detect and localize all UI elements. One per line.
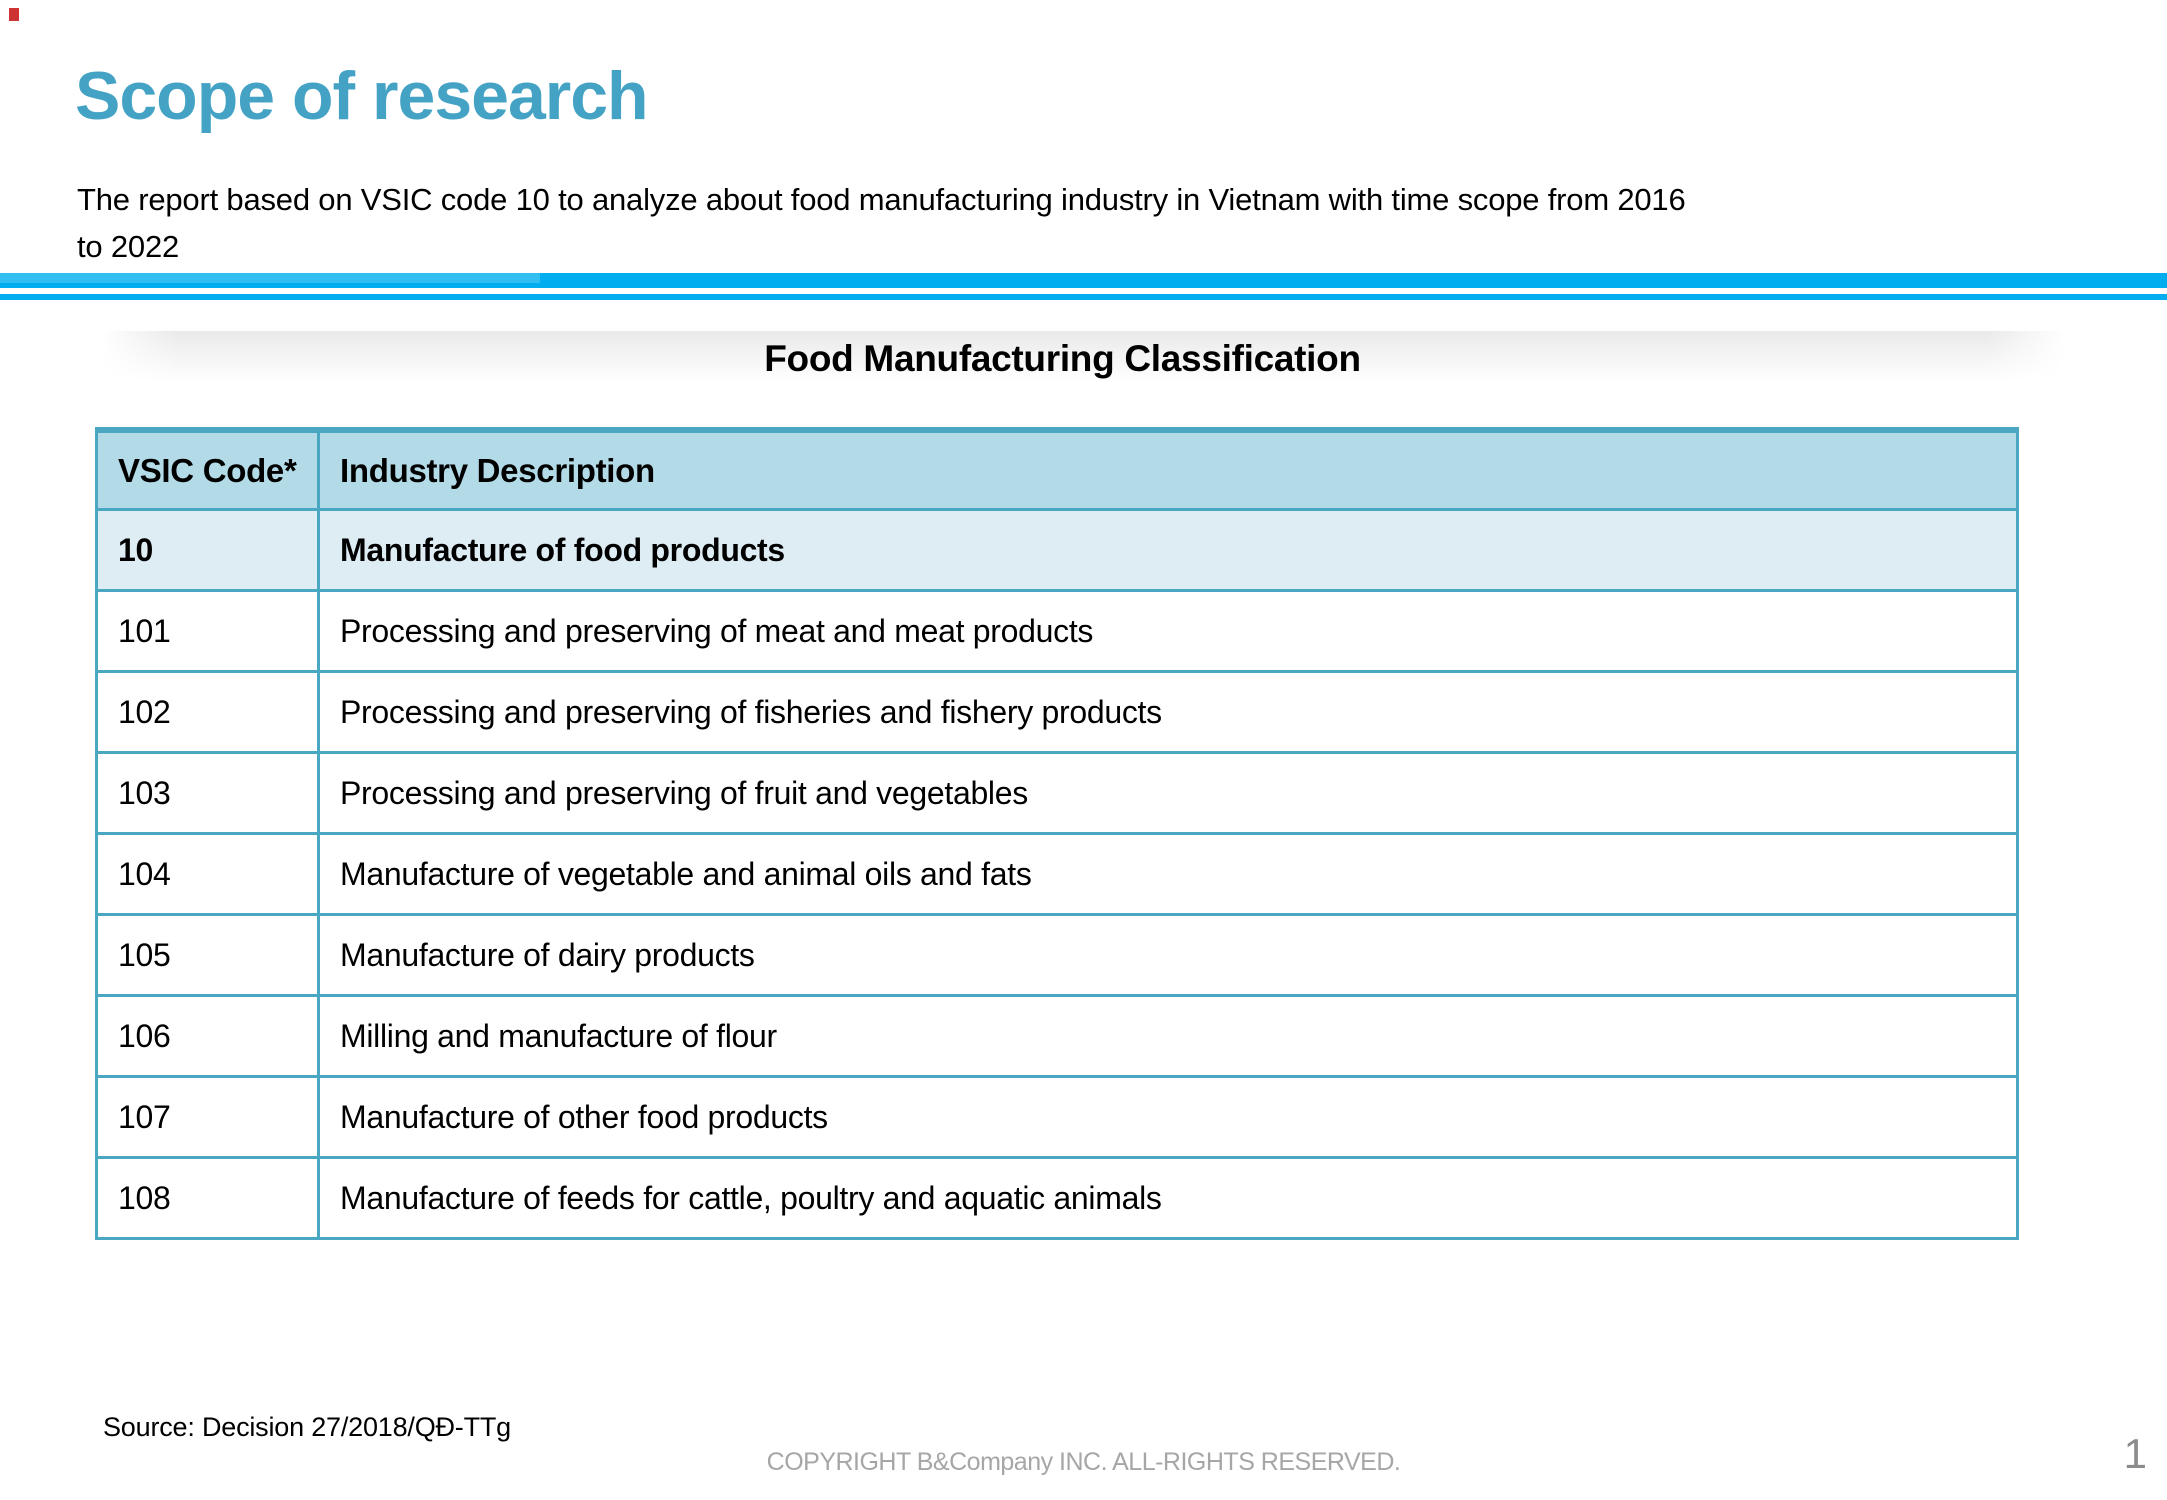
classification-table-body: 10 Manufacture of food products 101 Process… xyxy=(95,508,2019,1240)
industry-description-cell: Manufacture of food products xyxy=(317,508,2019,592)
industry-description-cell: Manufacture of vegetable and animal oils… xyxy=(317,832,2019,916)
intro-line-2: to 2022 xyxy=(77,229,180,264)
header-vsic-code: VSIC Code* xyxy=(95,427,320,511)
industry-description-cell: Manufacture of feeds for cattle, poultry… xyxy=(317,1156,2019,1240)
divider-thick-line xyxy=(0,273,2167,288)
caption-background-band xyxy=(100,331,2065,387)
source-note: Source: Decision 27/2018/QĐ-TTg xyxy=(103,1412,511,1442)
table-row: 102 Processing and preserving of fisherie… xyxy=(95,670,2019,754)
vsic-code-cell: 106 xyxy=(95,994,320,1078)
vsic-code-cell: 104 xyxy=(95,832,320,916)
industry-description-cell: Processing and preserving of fisheries a… xyxy=(317,670,2019,754)
vsic-code-cell: 102 xyxy=(95,670,320,754)
divider-thin-line xyxy=(0,294,2167,300)
industry-description-cell: Processing and preserving of meat and me… xyxy=(317,589,2019,673)
vsic-code-cell: 107 xyxy=(95,1075,320,1159)
table-row: 101 Processing and preserving of meat and… xyxy=(95,589,2019,673)
intro-line-1: The report based on VSIC code 10 to anal… xyxy=(77,182,1686,217)
vsic-code-cell: 101 xyxy=(95,589,320,673)
vsic-code-cell: 105 xyxy=(95,913,320,997)
table-row: 108 Manufacture of feeds for cattle, poul… xyxy=(95,1156,2019,1240)
page-title: Scope of research xyxy=(75,57,649,134)
classification-table: VSIC Code* Industry Description 10 Manufa… xyxy=(95,427,2019,1240)
industry-description-cell: Manufacture of other food products xyxy=(317,1075,2019,1159)
vsic-code-cell: 103 xyxy=(95,751,320,835)
vsic-code-cell: 108 xyxy=(95,1156,320,1240)
intro-paragraph: The report based on VSIC code 10 to anal… xyxy=(77,176,2097,270)
table-row: 106 Milling and manufacture of flour xyxy=(95,994,2019,1078)
corner-red-mark xyxy=(9,8,19,21)
table-row: 105 Manufacture of dairy products xyxy=(95,913,2019,997)
classification-table-header: VSIC Code* Industry Description xyxy=(95,427,2019,511)
vsic-code-cell: 10 xyxy=(95,508,320,592)
table-row: 104 Manufacture of vegetable and animal o… xyxy=(95,832,2019,916)
industry-description-cell: Milling and manufacture of flour xyxy=(317,994,2019,1078)
copyright-text: COPYRIGHT B&Company INC. ALL-RIGHTS RESE… xyxy=(766,1448,1401,1476)
page-number: 1 xyxy=(2123,1430,2147,1477)
header-row: VSIC Code* Industry Description xyxy=(95,427,2019,511)
table-row: 107 Manufacture of other food products xyxy=(95,1075,2019,1159)
industry-description-cell: Processing and preserving of fruit and v… xyxy=(317,751,2019,835)
header-industry-description: Industry Description xyxy=(317,427,2019,511)
table-caption: Food Manufacturing Classification xyxy=(764,338,1361,379)
table-row: 10 Manufacture of food products xyxy=(95,508,2019,592)
table-row: 103 Processing and preserving of fruit an… xyxy=(95,751,2019,835)
industry-description-cell: Manufacture of dairy products xyxy=(317,913,2019,997)
